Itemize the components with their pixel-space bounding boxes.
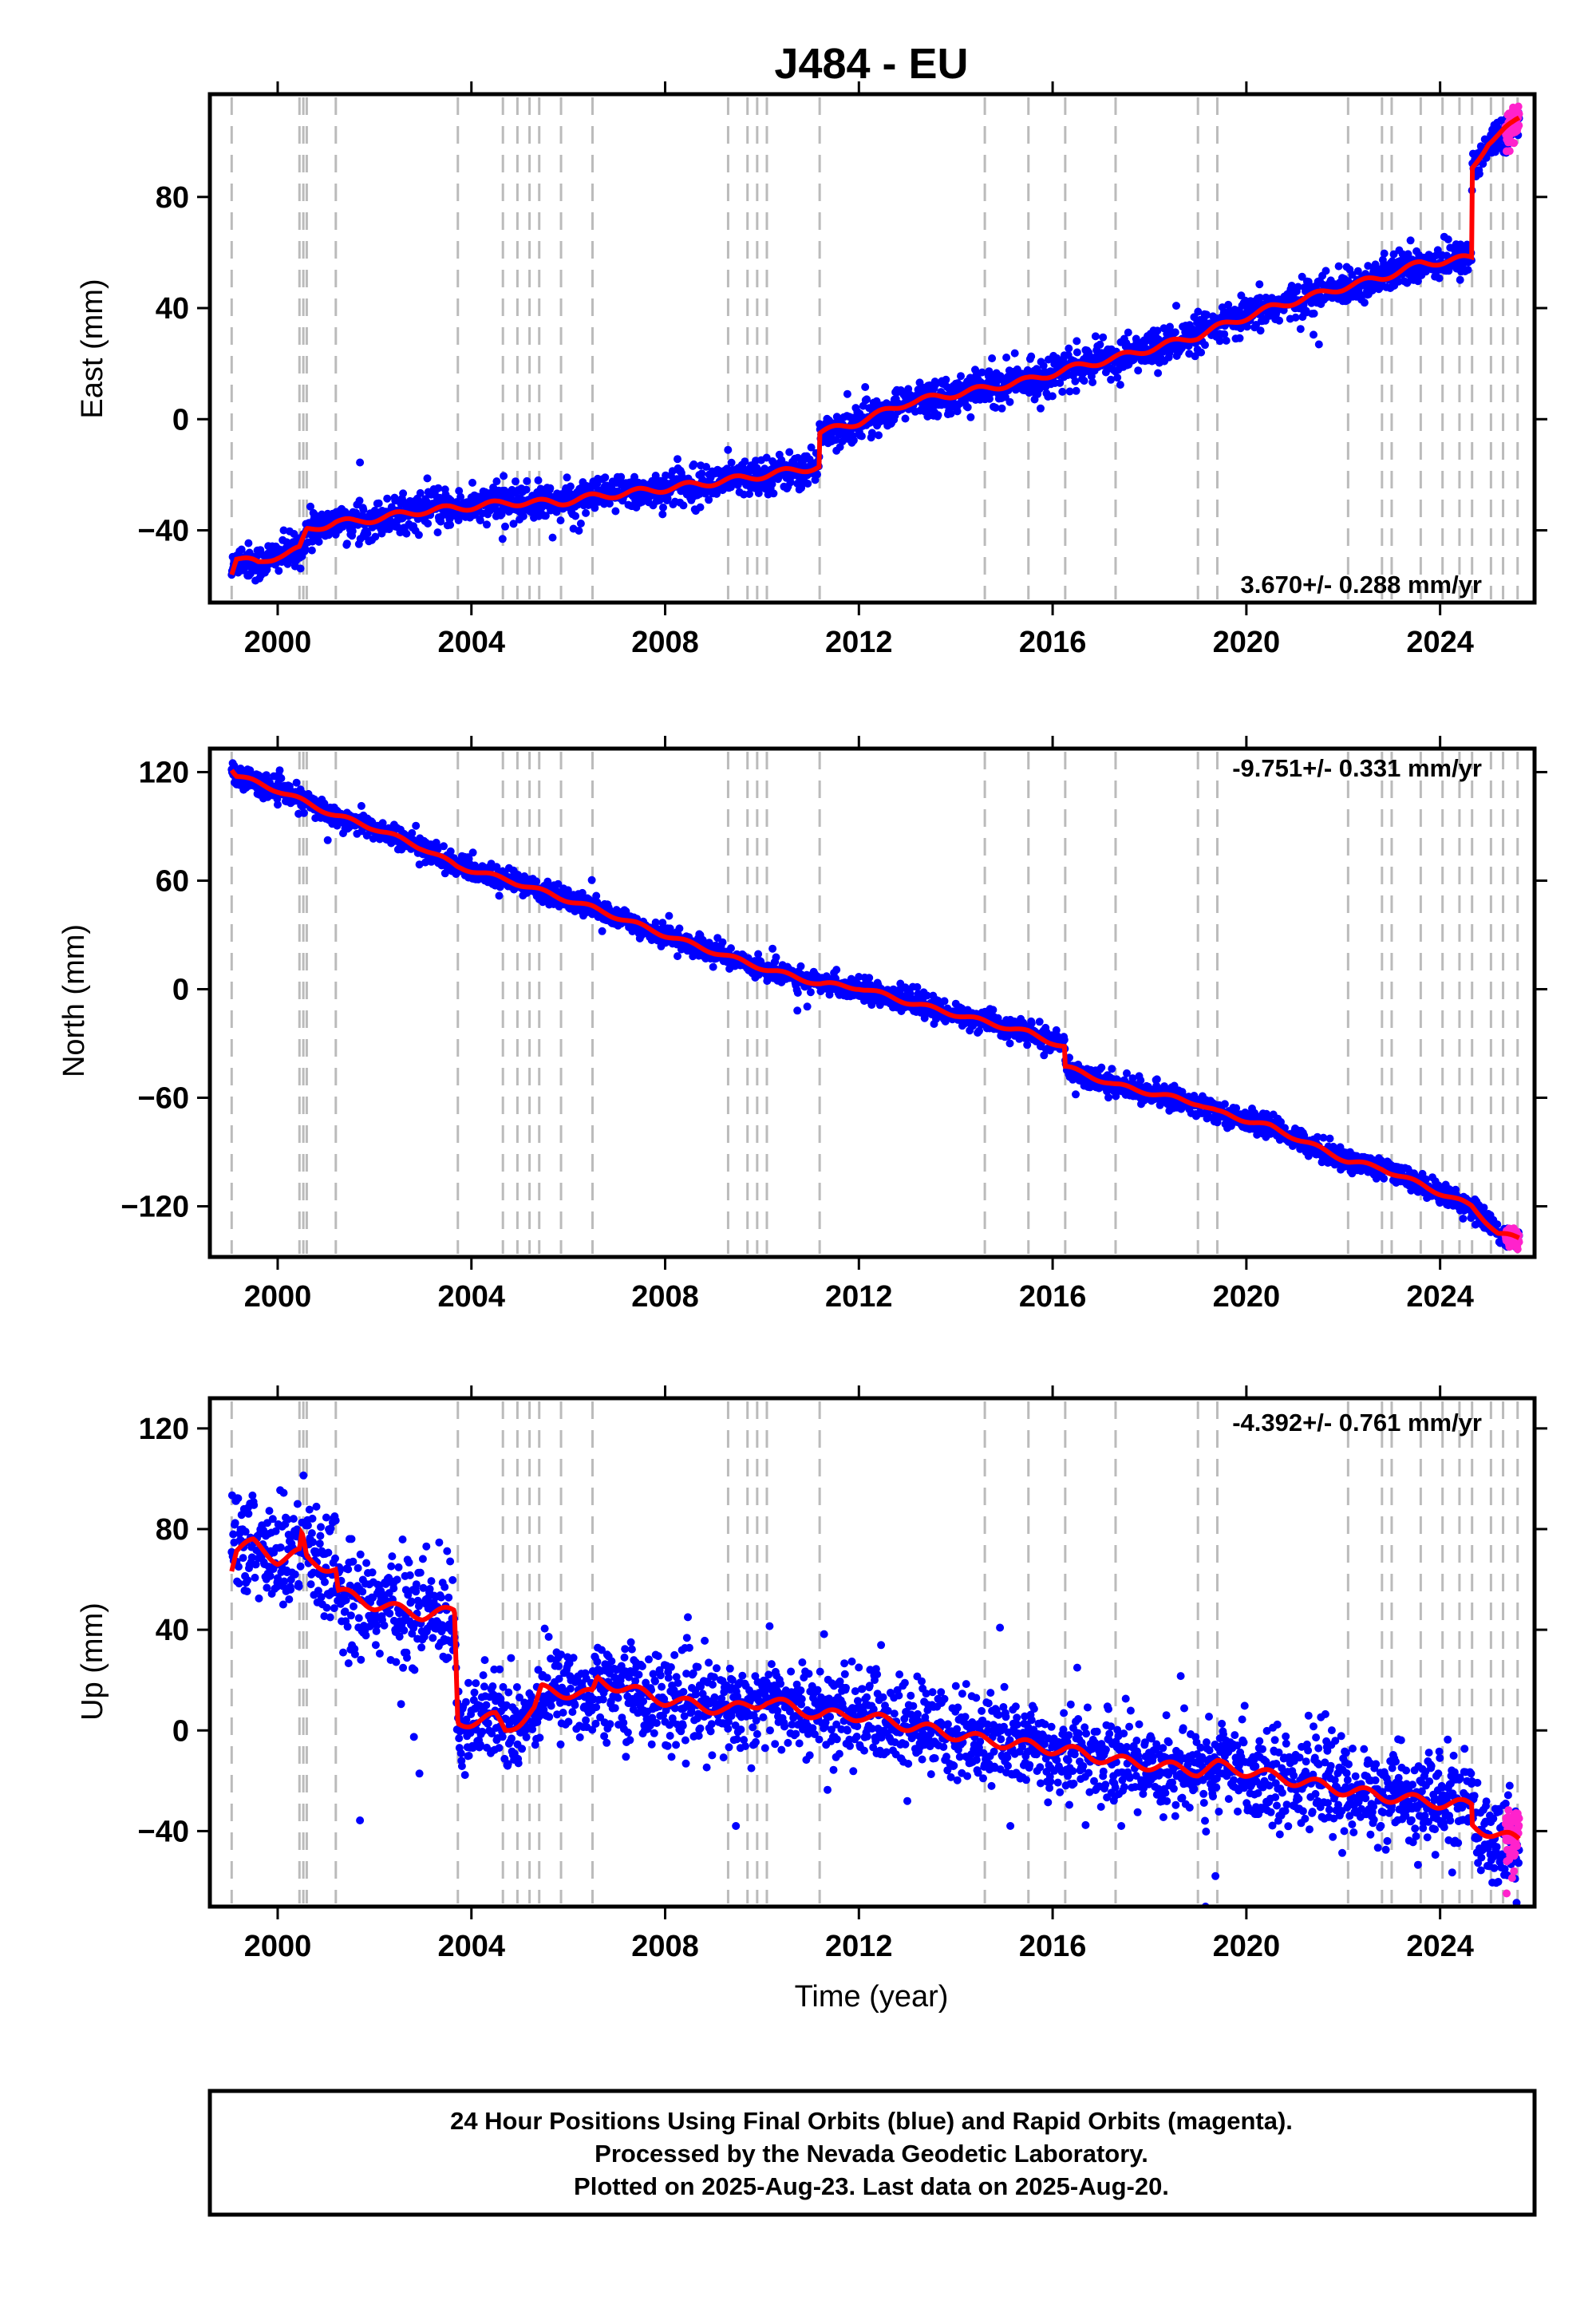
x-tick-label: 2000 [244, 1280, 312, 1314]
x-tick-label: 2024 [1406, 626, 1474, 659]
final-orbit-points [227, 109, 1523, 585]
x-tick-label: 2020 [1213, 1280, 1281, 1314]
position-points [227, 759, 1523, 1254]
up-rate-label: -4.392+/- 0.761 mm/yr [1232, 1409, 1482, 1437]
x-tick-label: 2008 [631, 626, 699, 659]
x-tick-label: 2016 [1019, 1280, 1087, 1314]
north-rate-label: -9.751+/- 0.331 mm/yr [1232, 754, 1482, 782]
x-tick-label: 2016 [1019, 626, 1087, 659]
y-tick-label: −40 [138, 514, 189, 547]
footer-line-3: Plotted on 2025-Aug-23. Last data on 202… [574, 2172, 1169, 2200]
plot-frame [207, 1396, 1537, 1909]
model-fit-line [229, 115, 1521, 575]
x-tick-label: 2000 [244, 1930, 312, 1963]
footer-line-2: Processed by the Nevada Geodetic Laborat… [595, 2140, 1148, 2168]
y-tick-label: 0 [172, 973, 189, 1006]
x-tick-label: 2020 [1213, 1930, 1281, 1963]
x-tick-label: 2012 [825, 1280, 893, 1314]
x-tick-label: 2000 [244, 626, 312, 659]
footer-line-1: 24 Hour Positions Using Final Orbits (bl… [450, 2107, 1293, 2135]
model-fit-line [229, 769, 1520, 1240]
y-tick-label: −40 [138, 1815, 189, 1848]
y-tick-label: 40 [156, 1614, 189, 1647]
up-panel: 2000 2004 2008 2012 2016 2020 2024 −40 0 40 80 120 U… [76, 1385, 1547, 1963]
step-lines [230, 1401, 1519, 1903]
x-tick-label: 2020 [1213, 626, 1281, 659]
east-rate-label: 3.670+/- 0.288 mm/yr [1241, 571, 1482, 599]
plot-frame [207, 92, 1537, 605]
y-tick-label: 0 [172, 1714, 189, 1748]
time-axis-label: Time (year) [795, 1980, 949, 2014]
y-tick-label: 120 [139, 1413, 189, 1446]
position-points [227, 1471, 1523, 1907]
north-panel: 2000 2004 2008 2012 2016 2020 2024 −120 −60 0 60 12… [57, 736, 1547, 1314]
y-tick-label: −120 [120, 1191, 189, 1224]
east-axis-label: East (mm) [76, 279, 109, 418]
x-tick-label: 2008 [631, 1280, 699, 1314]
east-panel: 2000 2004 2008 2012 2016 2020 2024 −40 0 40 80 East… [76, 81, 1547, 659]
y-tick-label: 80 [156, 181, 189, 215]
final-orbit-points [227, 1471, 1523, 1907]
y-tick-label: 0 [172, 403, 189, 437]
x-tick-label: 2004 [437, 1280, 505, 1314]
plot-frame [207, 746, 1537, 1259]
north-axis-label: North (mm) [57, 924, 91, 1077]
final-orbit-points [227, 759, 1523, 1252]
y-tick-label: 120 [139, 756, 189, 789]
up-axis-label: Up (mm) [76, 1603, 109, 1721]
x-tick-label: 2016 [1019, 1930, 1087, 1963]
y-tick-label: −60 [138, 1082, 189, 1116]
x-tick-label: 2008 [631, 1930, 699, 1963]
position-points [227, 102, 1523, 585]
y-tick-label: 80 [156, 1513, 189, 1547]
y-tick-label: 60 [156, 864, 189, 898]
model-fit-line [229, 1526, 1521, 1841]
x-tick-label: 2012 [825, 1930, 893, 1963]
figure-title: J484 - EU [774, 40, 968, 88]
footer-box: 24 Hour Positions Using Final Orbits (bl… [207, 2089, 1537, 2217]
rapid-orbit-points [1501, 102, 1523, 156]
x-tick-label: 2024 [1406, 1930, 1474, 1963]
x-tick-label: 2024 [1406, 1280, 1474, 1314]
y-tick-label: 40 [156, 292, 189, 326]
x-tick-label: 2004 [437, 626, 505, 659]
x-tick-label: 2012 [825, 626, 893, 659]
rapid-orbit-points [1501, 1806, 1523, 1898]
x-tick-label: 2004 [437, 1930, 505, 1963]
